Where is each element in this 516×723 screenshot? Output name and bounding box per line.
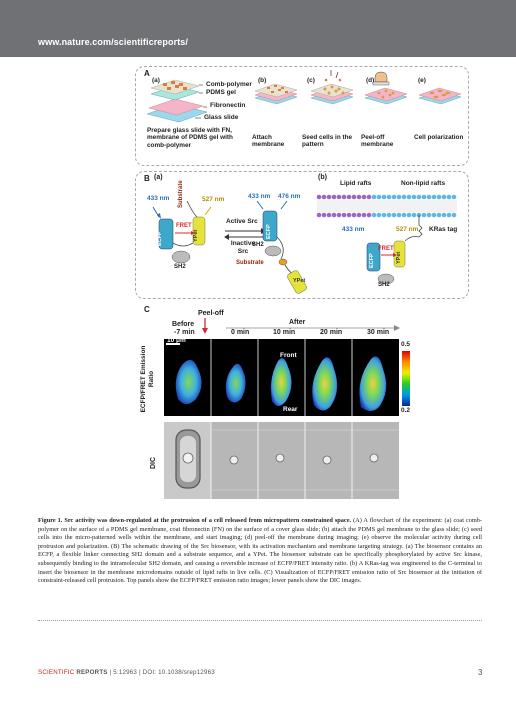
ratio-image-row [164,339,399,416]
time-label-0: -7 min [174,329,195,336]
active-ecfp-label: ECFP [266,224,272,239]
after-label: After [289,319,306,326]
ba-433-label: 433 nm [147,195,170,202]
time-label-1: 0 min [231,329,250,336]
panel-a-box [135,66,469,166]
front-label: Front [280,352,297,359]
membrane-bilayer-icon [316,194,457,238]
step-b-caption: Attach membrane [252,134,285,149]
colorbar [402,351,410,406]
active-sh2-label: SH2 [252,242,264,248]
footer-journal-bold: REPORTS [76,669,108,676]
time-label-3: 20 min [320,329,343,336]
step-d-caption: Peel-off membrane [361,134,394,149]
bb-433-label: 433 nm [342,226,365,233]
active-src-label: Active Src [226,218,258,225]
layer-label-comb: Comb-polymer [206,81,252,88]
layer-label-pdms: PDMS gel [206,89,236,96]
active-ypet-label: YPet [293,278,306,284]
figure-caption: Figure 1. Src activity was down-regulate… [38,517,482,586]
time-label-4: 30 min [367,329,390,336]
active-substrate-label: Substrate [236,260,264,266]
panel-a-schematic [146,70,462,123]
bb-sh2-label: SH2 [378,282,390,288]
peel-off-icon [364,71,408,105]
row2-label: DIC [150,456,157,469]
ba-ecfp-label: ECFP [157,231,163,246]
caption-title: Figure 1. Src activity was down-regulate… [38,517,352,524]
inactive-sensor-icon [152,200,212,264]
cbar-min-label: 0.2 [401,407,411,414]
scale-bar-label: 10 μm [167,337,186,344]
membrane-sensor-icon [366,236,420,285]
step-d-tag: (d) [366,77,375,84]
layer-label-glass: Glass slide [204,114,239,121]
attached-membrane-icon [254,83,298,105]
cbar-max-label: 0.5 [401,341,411,348]
seed-cells-icon [310,70,354,105]
nonlipid-rafts-label: Non-lipid rafts [401,180,446,187]
active-sensor-icon [256,200,307,294]
step-b-tag: (b) [258,77,267,84]
step-e-caption: Cell polarization [414,134,464,141]
panel-c-label: C [144,305,150,314]
header-band [0,0,516,57]
dic-image-row [164,422,399,499]
journal-url[interactable]: www.nature.com/scientificreports/ [38,37,189,47]
step-a-caption: Prepare glass slide with FN, membrane of… [147,127,233,149]
activation-arrows [224,228,266,240]
polarization-icon [418,87,462,105]
inactive-src-label: Inactive Src [230,240,256,255]
panel-bb-tag: (b) [318,174,327,181]
ba-substrate-label: Substrate [178,180,184,208]
before-label: Before [172,321,195,328]
active-433-label: 433 nm [248,193,271,200]
row1-label: ECFP/FRET Emission Ratio [140,345,155,413]
ba-527-label: 527 nm [202,196,225,203]
footer-ref: | 5:12963 | DOI: 10.1038/srep12963 [107,669,215,676]
panel-a-label: A [144,69,150,78]
caption-body: (A) A flowchart of the experiment: (a) c… [38,517,483,585]
footer-citation: SCIENTIFIC REPORTS | 5:12963 | DOI: 10.1… [38,669,215,676]
rear-label: Rear [283,406,298,413]
step-e-tag: (e) [418,77,426,84]
step-c-tag: (c) [307,77,315,84]
caption-divider [38,620,482,621]
panel-ba-tag: (a) [154,174,163,181]
bb-ypet-label: YPet [396,251,402,264]
panel-b-box [135,171,469,299]
layer-stack-icon [146,79,208,123]
layer-label-fn: Fibronectin [210,102,246,109]
ba-ypet-label: YPet [193,229,199,242]
ba-sh2-label: SH2 [174,264,186,270]
bb-fret-label: FRET [378,246,394,252]
active-476-label: 476 nm [278,193,301,200]
peel-off-label: Peel-off [198,310,224,317]
footer-journal: SCIENTIFIC [38,669,75,676]
timeline-arrows [202,318,400,334]
panel-b-label: B [144,174,150,183]
page-number: 3 [478,668,483,677]
time-label-2: 10 min [273,329,296,336]
step-a-tag: (a) [152,77,160,84]
bb-ecfp-label: ECFP [369,253,375,268]
step-c-caption: Seed cells in the pattern [302,134,353,149]
biosensor-schematic [152,194,457,294]
lipid-rafts-label: Lipid rafts [340,180,372,187]
kras-tag-label: KRas tag [429,226,458,233]
ba-fret-label: FRET [176,223,192,229]
bb-527-label: 527 nm [396,226,419,233]
